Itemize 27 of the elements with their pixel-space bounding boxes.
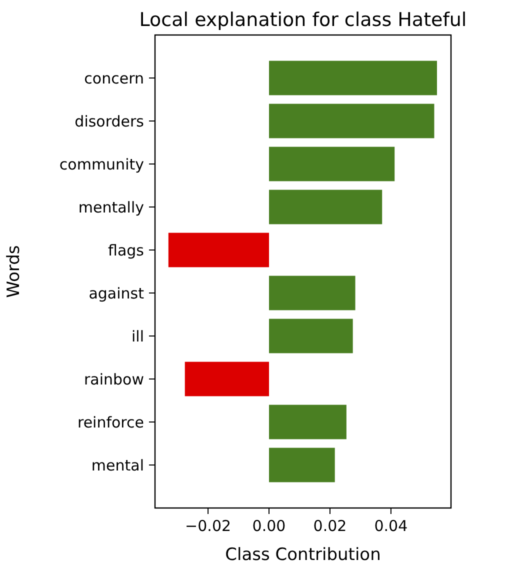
bar <box>269 404 346 440</box>
x-tick-label: 0.04 <box>374 517 408 535</box>
x-axis-title: Class Contribution <box>225 545 381 565</box>
bar <box>269 318 353 354</box>
bar <box>168 232 270 268</box>
y-tick-label: ill <box>131 327 144 346</box>
bar <box>269 146 395 182</box>
y-tick-label: mental <box>91 456 144 474</box>
x-tick-label: 0.02 <box>313 517 347 535</box>
bar <box>269 104 434 138</box>
x-tick-label: 0.00 <box>252 517 286 535</box>
y-axis-title: Words <box>4 245 24 298</box>
y-tick-label: rainbow <box>84 370 144 388</box>
bar <box>269 448 335 482</box>
y-tick-label: reinforce <box>77 413 144 432</box>
y-tick-label: against <box>88 284 144 302</box>
bar <box>269 60 437 96</box>
chart-title: Local explanation for class Hateful <box>139 9 467 31</box>
y-tick-label: mentally <box>78 198 144 216</box>
bar <box>269 276 356 310</box>
y-tick-label: concern <box>84 69 144 88</box>
bar <box>269 190 382 224</box>
y-tick-label: flags <box>108 241 144 260</box>
y-tick-label: disorders <box>74 112 144 130</box>
bar <box>184 362 270 396</box>
x-tick-label: −0.02 <box>185 517 232 535</box>
y-tick-label: community <box>59 155 144 174</box>
